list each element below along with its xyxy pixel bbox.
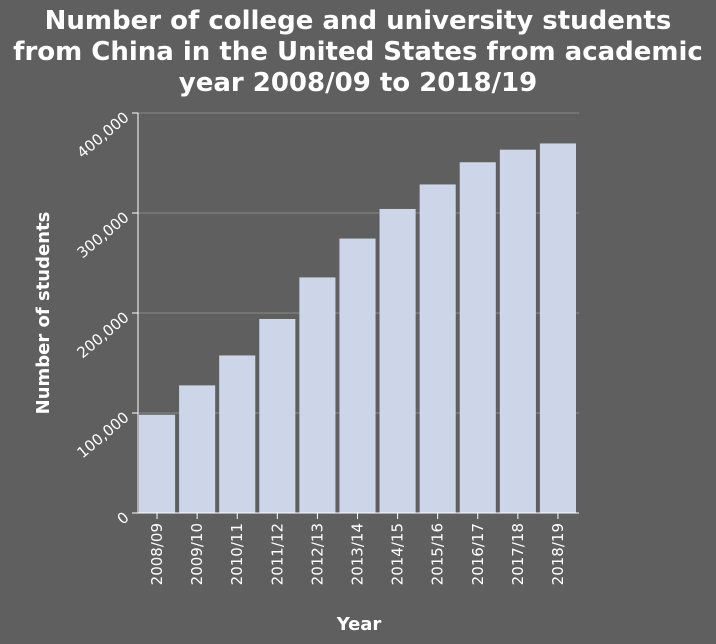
bar bbox=[139, 414, 176, 513]
bar bbox=[379, 208, 416, 513]
chart-title-line: from China in the United States from aca… bbox=[13, 37, 703, 67]
y-tick-label: 100,000 bbox=[73, 408, 132, 462]
x-tick-label: 2010/11 bbox=[228, 523, 246, 585]
x-tick-label: 2017/18 bbox=[509, 523, 527, 585]
bar bbox=[219, 355, 256, 513]
bar bbox=[419, 184, 456, 513]
x-tick-label: 2016/17 bbox=[469, 523, 487, 585]
bars bbox=[139, 143, 576, 513]
x-tick-label: 2012/13 bbox=[308, 523, 326, 585]
bar bbox=[179, 385, 216, 513]
bar bbox=[299, 277, 336, 513]
chart-title-line: Number of college and university student… bbox=[44, 6, 672, 36]
x-tick-label: 2013/14 bbox=[349, 523, 367, 585]
y-tick-label: 300,000 bbox=[73, 208, 132, 262]
bar bbox=[499, 149, 536, 513]
x-tick-label: 2014/15 bbox=[389, 523, 407, 585]
y-tick-label: 200,000 bbox=[73, 308, 132, 362]
chart-title: Number of college and university student… bbox=[0, 6, 716, 99]
bar bbox=[459, 162, 496, 513]
bar bbox=[259, 318, 296, 513]
x-tick-labels: 2008/09 2009/10 2010/11 2011/12 2012/13 2013/… bbox=[148, 523, 567, 585]
bar bbox=[339, 238, 376, 513]
x-axis-title: Year bbox=[336, 614, 382, 635]
x-tick-label: 2015/16 bbox=[429, 523, 447, 585]
y-tick-label: 400,000 bbox=[73, 108, 132, 162]
x-tick-label: 2018/19 bbox=[549, 523, 567, 585]
y-axis-title: Number of students bbox=[33, 212, 54, 415]
axes bbox=[132, 112, 579, 519]
bar bbox=[539, 143, 576, 513]
y-tick-labels: 0 100,000 200,000 300,000 400,000 bbox=[73, 108, 132, 528]
x-tick-label: 2011/12 bbox=[268, 523, 286, 585]
x-tick-label: 2008/09 bbox=[148, 523, 166, 585]
y-tick-label: 0 bbox=[114, 508, 133, 528]
chart-title-line: year 2008/09 to 2018/19 bbox=[178, 68, 538, 98]
x-tick-label: 2009/10 bbox=[188, 523, 206, 585]
